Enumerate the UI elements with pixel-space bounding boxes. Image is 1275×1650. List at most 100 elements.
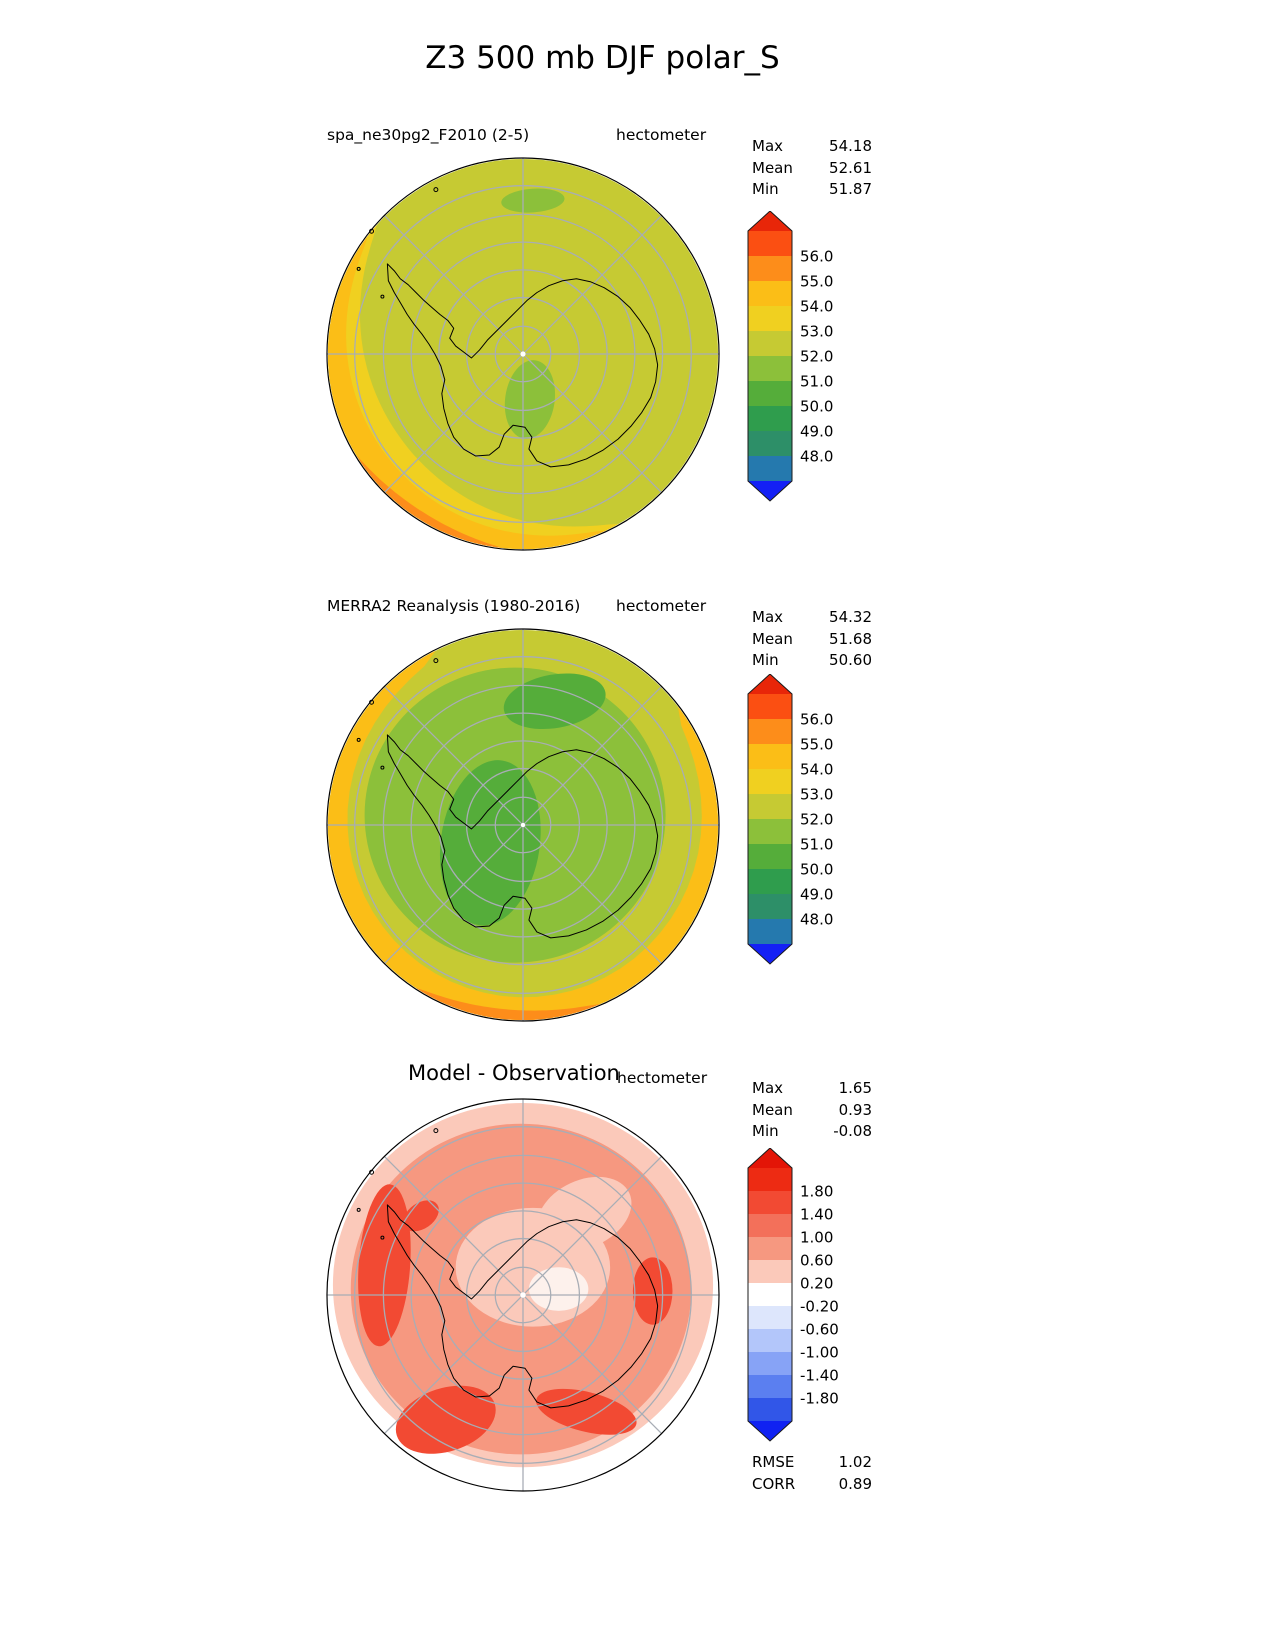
- contour-region: [327, 222, 622, 550]
- colorbar-tick: 0.60: [800, 1251, 833, 1269]
- colorbar-arrow-bottom: [748, 944, 792, 964]
- panel-obs-label: MERRA2 Reanalysis (1980-2016): [327, 597, 581, 615]
- contour-region: [413, 987, 603, 1021]
- stat-row: Mean 51.68: [752, 629, 872, 651]
- contour-region: [503, 673, 606, 730]
- map-boundary: [326, 628, 720, 1022]
- colorbar-tick: 48.0: [800, 910, 833, 928]
- contour-region: [327, 233, 609, 550]
- colorbar-band: [748, 919, 792, 945]
- colorbar-tick: -1.40: [800, 1366, 839, 1384]
- stat-row: Mean 0.93: [752, 1100, 872, 1122]
- stat-row: Max 54.32: [752, 607, 872, 629]
- contour-region: [528, 1267, 589, 1311]
- colorbar-tick: 56.0: [800, 710, 833, 728]
- stat-row: Min 51.87: [752, 179, 872, 201]
- stat-label: Max: [752, 137, 784, 155]
- stat-row: Max 54.18: [752, 136, 872, 158]
- colorbar-model: 56.0 55.0 54.0 53.0 52.0 51.0 50.0 49.0 48.0: [747, 211, 833, 502]
- colorbar-difference: 1.80 1.40 1.00 0.60 0.20 -0.20 -0.60 -1.00 -1.40…: [747, 1148, 839, 1442]
- colorbar-tick: 54.0: [800, 297, 833, 315]
- stat-label: Mean: [752, 629, 793, 648]
- colorbar-band: [748, 1283, 792, 1307]
- stat-value: -0.08: [833, 1122, 872, 1140]
- colorbar-tick: -1.00: [800, 1343, 839, 1361]
- colorbar-band: [748, 256, 792, 282]
- panel-model-units: hectometer: [616, 126, 707, 144]
- colorbar-band: [748, 744, 792, 770]
- map-model: [326, 157, 720, 551]
- colorbar-band: [748, 1191, 792, 1215]
- colorbar-band: [748, 1398, 792, 1422]
- panel-model-label: spa_ne30pg2_F2010 (2-5): [327, 126, 530, 144]
- colorbar-arrow-bottom: [748, 481, 792, 501]
- map-difference: [326, 1098, 720, 1492]
- colorbar-band: [748, 356, 792, 382]
- colorbar-band: [748, 1329, 792, 1353]
- colorbar-outline: [747, 1148, 793, 1442]
- stat-row: Max 1.65: [752, 1078, 872, 1100]
- contour-region: [439, 760, 541, 926]
- metric-value: 1.02: [838, 1453, 872, 1471]
- colorbar-band: [748, 769, 792, 795]
- colorbar-band: [748, 331, 792, 357]
- panel-obs-units: hectometer: [616, 597, 707, 615]
- colorbar-tick: 1.00: [800, 1228, 833, 1246]
- colorbar-tick: 52.0: [800, 347, 833, 365]
- stat-row: Min -0.08: [752, 1121, 872, 1143]
- colorbar-tick: 1.80: [800, 1182, 833, 1200]
- colorbar-arrow-top: [748, 211, 792, 231]
- colorbar-band: [748, 1260, 792, 1284]
- stat-value: 1.65: [838, 1079, 872, 1097]
- colorbar-outline: [747, 674, 793, 965]
- colorbar-band: [748, 694, 792, 720]
- colorbar-band: [748, 819, 792, 845]
- stat-value: 0.93: [838, 1100, 872, 1119]
- colorbar-tick: 54.0: [800, 760, 833, 778]
- colorbar-tick: 53.0: [800, 785, 833, 803]
- colorbar-outline: [747, 211, 793, 502]
- stat-row: Mean 52.61: [752, 158, 872, 180]
- map-observation: [326, 628, 720, 1022]
- contour-region: [537, 1176, 632, 1251]
- stats-observation: Max 54.32 Mean 51.68 Min 50.60: [752, 607, 872, 672]
- colorbar-band: [748, 306, 792, 332]
- colorbar-tick: 51.0: [800, 835, 833, 853]
- colorbar-tick: -1.80: [800, 1389, 839, 1407]
- stat-label: Mean: [752, 158, 793, 177]
- colorbar-arrow-bottom: [748, 1421, 792, 1441]
- contour-region: [395, 1385, 496, 1454]
- metric-row: CORR 0.89: [752, 1474, 872, 1496]
- panel-diff-title: Model - Observation: [408, 1061, 620, 1085]
- stat-label: Max: [752, 1079, 784, 1097]
- colorbar-band: [748, 1214, 792, 1238]
- colorbar-tick: -0.60: [800, 1320, 839, 1338]
- stat-value: 54.18: [829, 137, 872, 155]
- colorbar-band: [748, 869, 792, 895]
- colorbar-band: [748, 1306, 792, 1330]
- metric-label: CORR: [752, 1474, 796, 1493]
- colorbar-band: [748, 281, 792, 307]
- stat-row: Min 50.60: [752, 650, 872, 672]
- colorbar-tick: 56.0: [800, 247, 833, 265]
- colorbar-tick: 48.0: [800, 447, 833, 465]
- stat-label: Max: [752, 608, 784, 626]
- pole-marker: [520, 351, 526, 357]
- stats-difference: Max 1.65 Mean 0.93 Min -0.08: [752, 1078, 872, 1143]
- colorbar-tick: 0.20: [800, 1274, 833, 1292]
- metric-value: 0.89: [838, 1474, 872, 1493]
- stat-label: Min: [752, 180, 779, 198]
- colorbar-band: [748, 794, 792, 820]
- colorbar-tick: 49.0: [800, 885, 833, 903]
- colorbar-band: [748, 431, 792, 457]
- stat-value: 51.68: [829, 629, 872, 648]
- colorbar-band: [748, 1168, 792, 1192]
- contour-region: [358, 1184, 411, 1347]
- stat-label: Min: [752, 651, 779, 669]
- colorbar-band: [748, 844, 792, 870]
- colorbar-band: [748, 456, 792, 482]
- metric-label: RMSE: [752, 1453, 795, 1471]
- colorbar-band: [748, 1237, 792, 1261]
- colorbar-tick: 55.0: [800, 272, 833, 290]
- metric-row: RMSE 1.02: [752, 1452, 872, 1474]
